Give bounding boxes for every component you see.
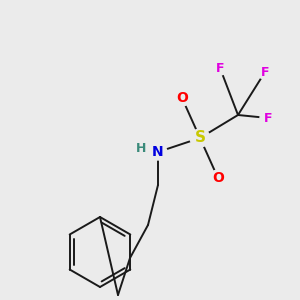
Ellipse shape	[257, 65, 273, 79]
Ellipse shape	[134, 142, 148, 154]
Text: H: H	[136, 142, 146, 154]
Text: O: O	[176, 91, 188, 105]
Text: F: F	[264, 112, 272, 124]
Ellipse shape	[212, 61, 228, 75]
Ellipse shape	[209, 170, 227, 186]
Text: F: F	[261, 65, 269, 79]
Text: O: O	[212, 171, 224, 185]
Text: N: N	[152, 145, 164, 159]
Ellipse shape	[173, 90, 191, 106]
Ellipse shape	[190, 129, 210, 147]
Text: S: S	[194, 130, 206, 146]
Ellipse shape	[260, 111, 276, 125]
Text: F: F	[216, 61, 224, 74]
Ellipse shape	[149, 144, 167, 160]
